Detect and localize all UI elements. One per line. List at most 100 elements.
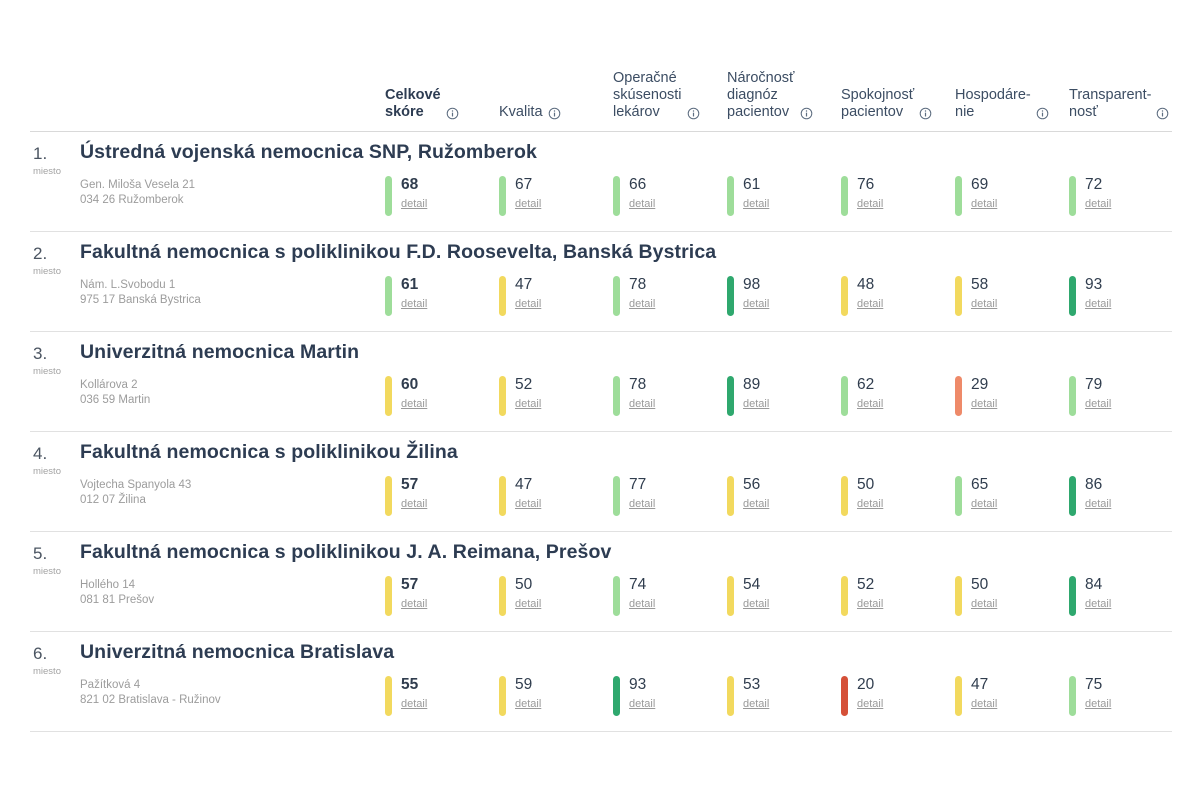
column-header-label: Celkové skóre bbox=[385, 87, 441, 120]
detail-link[interactable]: detail bbox=[401, 698, 428, 710]
score-bar bbox=[613, 276, 620, 316]
score-value: 50 bbox=[515, 576, 533, 593]
detail-link[interactable]: detail bbox=[857, 298, 884, 310]
score-cell: 76 detail bbox=[841, 175, 955, 216]
score-value: 93 bbox=[629, 676, 647, 693]
detail-link[interactable]: detail bbox=[971, 298, 998, 310]
hospital-name[interactable]: Fakultná nemocnica s poliklinikou Žilina bbox=[80, 441, 458, 463]
score-body: 56 detail bbox=[743, 475, 769, 512]
detail-link[interactable]: detail bbox=[401, 398, 428, 410]
detail-link[interactable]: detail bbox=[1085, 598, 1112, 610]
info-icon[interactable] bbox=[548, 107, 561, 120]
score-value: 61 bbox=[743, 176, 761, 193]
detail-link[interactable]: detail bbox=[743, 598, 770, 610]
score-body: 79 detail bbox=[1085, 375, 1111, 412]
score-cells: 57 detail 47 detail 77 detail 56 detail … bbox=[385, 475, 1183, 516]
detail-link[interactable]: detail bbox=[1085, 498, 1112, 510]
score-value: 50 bbox=[857, 476, 875, 493]
score-bar bbox=[955, 476, 962, 516]
detail-link[interactable]: detail bbox=[629, 398, 656, 410]
address-line-2: 034 26 Ružomberok bbox=[80, 194, 184, 206]
score-bar bbox=[1069, 576, 1076, 616]
rank-number: 6. bbox=[33, 644, 48, 663]
detail-link[interactable]: detail bbox=[629, 598, 656, 610]
detail-link[interactable]: detail bbox=[857, 198, 884, 210]
score-value: 47 bbox=[515, 276, 533, 293]
column-header: Operačné skúsenosti lekárov bbox=[613, 70, 725, 121]
score-cell: 69 detail bbox=[955, 175, 1069, 216]
hospital-name[interactable]: Fakultná nemocnica s poliklinikou F.D. R… bbox=[80, 241, 717, 263]
score-body: 60 detail bbox=[401, 375, 427, 412]
detail-link[interactable]: detail bbox=[971, 598, 998, 610]
score-body: 50 detail bbox=[857, 475, 883, 512]
score-body: 59 detail bbox=[515, 675, 541, 712]
detail-link[interactable]: detail bbox=[857, 698, 884, 710]
detail-link[interactable]: detail bbox=[629, 498, 656, 510]
detail-link[interactable]: detail bbox=[971, 698, 998, 710]
score-cell: 68 detail bbox=[385, 175, 499, 216]
detail-link[interactable]: detail bbox=[971, 198, 998, 210]
info-icon[interactable] bbox=[1036, 107, 1049, 120]
score-bar bbox=[955, 576, 962, 616]
detail-link[interactable]: detail bbox=[1085, 398, 1112, 410]
score-value: 61 bbox=[401, 276, 419, 293]
score-cells: 60 detail 52 detail 78 detail 89 detail … bbox=[385, 375, 1183, 416]
score-value: 76 bbox=[857, 176, 875, 193]
score-cells: 61 detail 47 detail 78 detail 98 detail … bbox=[385, 275, 1183, 316]
detail-link[interactable]: detail bbox=[515, 598, 542, 610]
detail-link[interactable]: detail bbox=[515, 198, 542, 210]
score-body: 77 detail bbox=[629, 475, 655, 512]
score-value: 50 bbox=[971, 576, 989, 593]
hospital-address: Pažítková 4 821 02 Bratislava - Ružinov bbox=[80, 678, 221, 708]
detail-link[interactable]: detail bbox=[629, 698, 656, 710]
score-bar bbox=[841, 476, 848, 516]
column-header-label: Transparent- nosť bbox=[1069, 87, 1152, 120]
hospital-name[interactable]: Ústredná vojenská nemocnica SNP, Ružombe… bbox=[80, 141, 537, 163]
score-value: 47 bbox=[971, 676, 989, 693]
detail-link[interactable]: detail bbox=[743, 198, 770, 210]
detail-link[interactable]: detail bbox=[857, 498, 884, 510]
detail-link[interactable]: detail bbox=[401, 198, 428, 210]
detail-link[interactable]: detail bbox=[743, 698, 770, 710]
hospital-name[interactable]: Fakultná nemocnica s poliklinikou J. A. … bbox=[80, 541, 612, 563]
info-icon[interactable] bbox=[446, 107, 459, 120]
score-bar bbox=[727, 676, 734, 716]
score-body: 78 detail bbox=[629, 275, 655, 312]
detail-link[interactable]: detail bbox=[971, 498, 998, 510]
detail-link[interactable]: detail bbox=[515, 698, 542, 710]
info-icon[interactable] bbox=[919, 107, 932, 120]
hospital-name[interactable]: Univerzitná nemocnica Martin bbox=[80, 341, 360, 363]
score-cell: 84 detail bbox=[1069, 575, 1183, 616]
detail-link[interactable]: detail bbox=[515, 498, 542, 510]
detail-link[interactable]: detail bbox=[857, 398, 884, 410]
detail-link[interactable]: detail bbox=[401, 498, 428, 510]
score-body: 98 detail bbox=[743, 275, 769, 312]
score-bar bbox=[499, 576, 506, 616]
rank-number: 5. bbox=[33, 544, 48, 563]
detail-link[interactable]: detail bbox=[857, 598, 884, 610]
detail-link[interactable]: detail bbox=[629, 298, 656, 310]
rank-miesto-label: miesto bbox=[33, 466, 61, 477]
detail-link[interactable]: detail bbox=[401, 298, 428, 310]
detail-link[interactable]: detail bbox=[743, 298, 770, 310]
detail-link[interactable]: detail bbox=[1085, 698, 1112, 710]
score-bar bbox=[1069, 276, 1076, 316]
detail-link[interactable]: detail bbox=[1085, 198, 1112, 210]
rank-number: 3. bbox=[33, 344, 48, 363]
detail-link[interactable]: detail bbox=[515, 298, 542, 310]
info-icon[interactable] bbox=[1156, 107, 1169, 120]
detail-link[interactable]: detail bbox=[743, 398, 770, 410]
detail-link[interactable]: detail bbox=[1085, 298, 1112, 310]
hospital-row: 1. miesto Ústredná vojenská nemocnica SN… bbox=[30, 132, 1172, 232]
info-icon[interactable] bbox=[687, 107, 700, 120]
detail-link[interactable]: detail bbox=[629, 198, 656, 210]
hospital-name[interactable]: Univerzitná nemocnica Bratislava bbox=[80, 641, 395, 663]
score-bar bbox=[1069, 376, 1076, 416]
detail-link[interactable]: detail bbox=[401, 598, 428, 610]
detail-link[interactable]: detail bbox=[515, 398, 542, 410]
info-icon[interactable] bbox=[800, 107, 813, 120]
score-body: 57 detail bbox=[401, 575, 427, 612]
detail-link[interactable]: detail bbox=[743, 498, 770, 510]
column-header: Spokojnosť pacientov bbox=[841, 87, 953, 121]
detail-link[interactable]: detail bbox=[971, 398, 998, 410]
